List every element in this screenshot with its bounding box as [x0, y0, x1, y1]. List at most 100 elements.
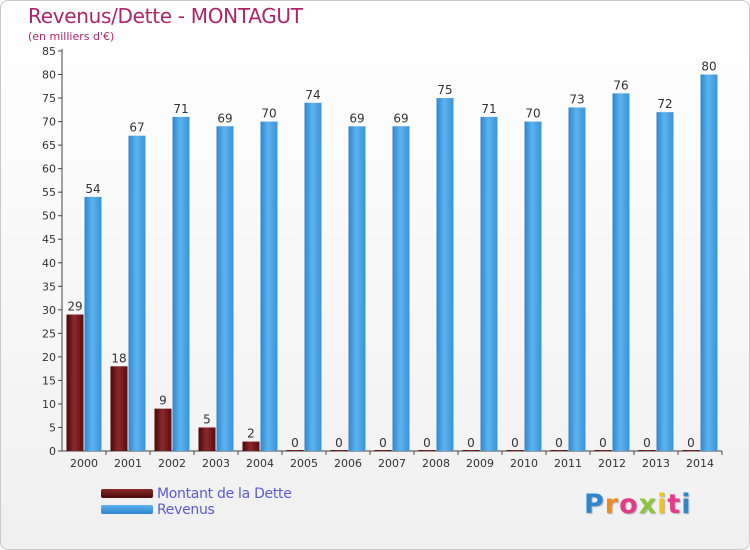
chart-labels: 29 18 9 5 2 0 0 0 0 0 0 0 0 0 0 54 67 71 69 70 74 69 69 75 71 70 7… [67, 60, 716, 450]
x-tick-label: 2004 [246, 457, 274, 470]
debt-bar [682, 450, 700, 451]
revenue-value-label: 73 [569, 92, 584, 106]
revenue-value-label: 54 [85, 182, 100, 196]
debt-bar [462, 450, 480, 451]
debt-bar [286, 450, 304, 451]
x-tick-label: 2013 [642, 457, 670, 470]
y-tick-label: 60 [42, 163, 56, 176]
debt-bar [418, 450, 436, 451]
x-tick-label: 2008 [422, 457, 450, 470]
x-tick-label: 2006 [334, 457, 362, 470]
chart-title: Revenus/Dette - MONTAGUT [28, 4, 303, 28]
debt-bar [242, 441, 260, 451]
debt-value-label: 2 [247, 427, 255, 441]
revenue-value-label: 67 [129, 121, 144, 135]
x-tick-label: 2002 [158, 457, 186, 470]
revenue-value-label: 70 [525, 107, 540, 121]
logo-letter: t [667, 489, 682, 520]
y-tick-label: 45 [42, 233, 56, 246]
revenue-value-label: 76 [613, 78, 628, 92]
revenue-bar [172, 116, 190, 451]
x-tick-label: 2011 [554, 457, 582, 470]
legend-label-debt: Montant de la Dette [157, 486, 292, 502]
logo-letter: r [604, 489, 620, 520]
y-tick-label: 65 [42, 139, 56, 152]
revenue-bar [480, 116, 498, 451]
y-tick-label: 75 [42, 92, 56, 105]
debt-value-label: 0 [379, 436, 387, 450]
revenue-value-label: 71 [173, 102, 188, 116]
x-tick-label: 2014 [686, 457, 714, 470]
revenue-value-label: 75 [437, 83, 452, 97]
revenue-value-label: 70 [261, 107, 276, 121]
debt-value-label: 0 [687, 436, 695, 450]
revenue-value-label: 69 [349, 111, 364, 125]
x-tick-label: 2005 [290, 457, 318, 470]
debt-bar [550, 450, 568, 451]
debt-value-label: 0 [599, 436, 607, 450]
debt-bar [66, 314, 84, 451]
debt-bar [110, 366, 128, 451]
revenue-bar [260, 121, 278, 452]
debt-bar [594, 450, 612, 451]
y-tick-label: 5 [49, 421, 56, 434]
y-tick-label: 35 [42, 280, 56, 293]
logo-letter: P [584, 489, 605, 520]
debt-bar [154, 408, 172, 451]
revenue-bar [392, 126, 410, 451]
y-tick-label: 70 [42, 116, 56, 129]
revenue-bar [612, 93, 630, 452]
debt-value-label: 0 [555, 436, 563, 450]
revenue-bar [128, 135, 146, 452]
y-tick-label: 30 [42, 304, 56, 317]
revenue-value-label: 74 [305, 88, 320, 102]
revenue-bar [84, 196, 102, 451]
revenue-bar [568, 107, 586, 452]
debt-bar [374, 450, 392, 451]
y-tick-label: 25 [42, 327, 56, 340]
x-tick-label: 2003 [202, 457, 230, 470]
x-tick-label: 2012 [598, 457, 626, 470]
logo-letter: o [619, 489, 639, 520]
x-tick-label: 2007 [378, 457, 406, 470]
y-tick-label: 0 [49, 445, 56, 458]
debt-value-label: 0 [511, 436, 519, 450]
debt-value-label: 0 [291, 436, 299, 450]
revenue-bar [656, 112, 674, 452]
revenue-bar [304, 102, 322, 451]
revenue-value-label: 80 [701, 60, 716, 74]
debt-value-label: 29 [67, 300, 82, 314]
revenue-value-label: 71 [481, 102, 496, 116]
revenue-value-label: 69 [393, 111, 408, 125]
y-tick-label: 20 [42, 351, 56, 364]
debt-value-label: 5 [203, 412, 211, 426]
debt-bar [198, 427, 216, 451]
proxiti-logo: Proxiti [584, 489, 692, 520]
revenue-bar [524, 121, 542, 452]
debt-bar [330, 450, 348, 451]
y-tick-label: 80 [42, 69, 56, 82]
legend-swatch-debt [101, 489, 153, 498]
revenue-bar [436, 98, 454, 451]
debt-value-label: 18 [111, 351, 126, 365]
x-tick-label: 2009 [466, 457, 494, 470]
debt-value-label: 0 [643, 436, 651, 450]
revenue-bar [216, 126, 234, 451]
y-tick-label: 40 [42, 257, 56, 270]
y-tick-label: 85 [42, 45, 56, 58]
revenue-value-label: 72 [657, 97, 672, 111]
revenue-value-label: 69 [217, 111, 232, 125]
debt-value-label: 0 [467, 436, 475, 450]
y-tick-label: 50 [42, 210, 56, 223]
y-tick-label: 10 [42, 398, 56, 411]
x-tick-label: 2010 [510, 457, 538, 470]
revenue-bar [348, 126, 366, 451]
x-tick-label: 2000 [70, 457, 98, 470]
debt-bar [506, 450, 524, 451]
revenue-bar [700, 74, 718, 451]
logo-letter: i [681, 489, 692, 520]
legend-swatch-revenue [101, 505, 153, 514]
